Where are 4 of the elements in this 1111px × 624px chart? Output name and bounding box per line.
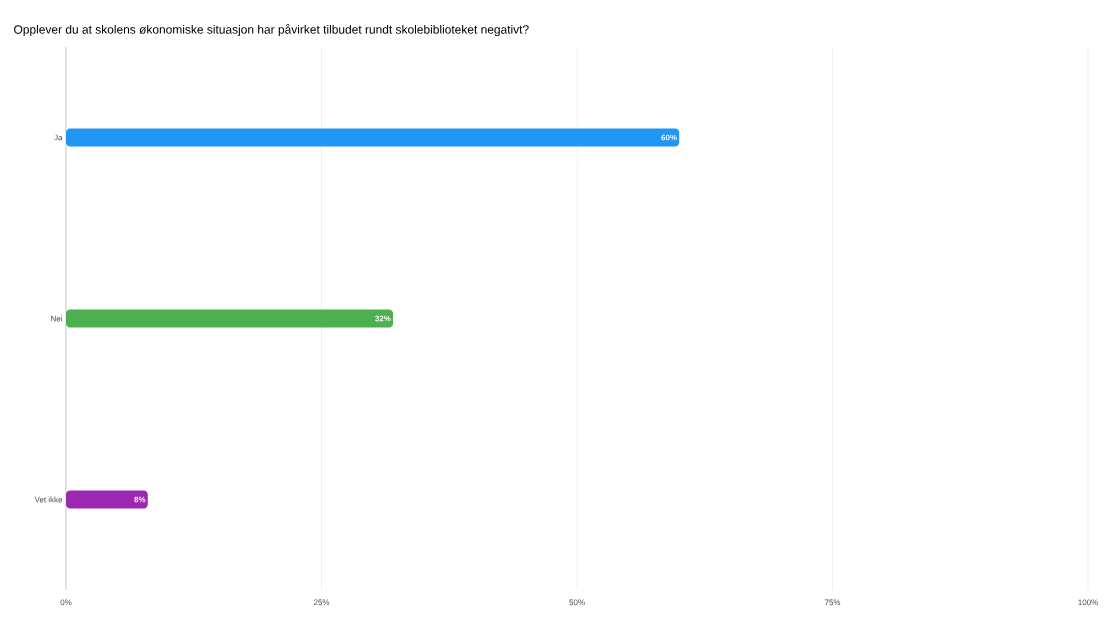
chart-title: Opplever du at skolens økonomiske situasjon har påvirket tilbudet rundt skolebiblioteket negativt? [14,23,529,37]
bar [66,490,148,509]
bar [66,309,394,328]
bar [66,128,680,147]
